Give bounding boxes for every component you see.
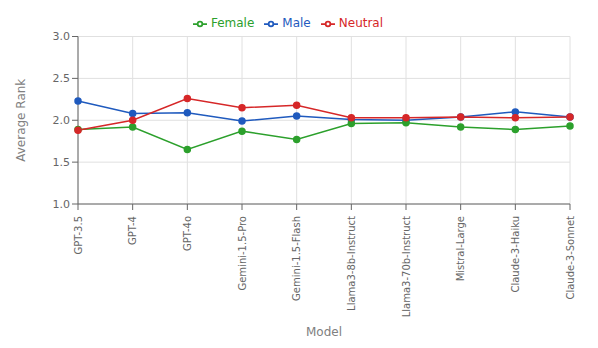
svg-text:GPT-4: GPT-4 [127,216,138,245]
svg-text:Mistral-Large: Mistral-Large [455,216,466,281]
svg-text:3.0: 3.0 [53,30,71,43]
svg-text:GPT-4o: GPT-4o [182,216,193,251]
svg-text:Gemini-1.5-Flash: Gemini-1.5-Flash [291,216,302,301]
html-text:Neutral: Neutral [338,16,384,30]
svg-text:Llama3-8b-Instruct: Llama3-8b-Instruct [346,216,357,311]
svg-text:2.0: 2.0 [53,114,71,127]
svg-text:Model: Model [306,325,342,339]
svg-text:Average Rank: Average Rank [14,79,28,162]
svg-text:2.5: 2.5 [53,72,71,85]
svg-text:Gemini-1.5-Pro: Gemini-1.5-Pro [237,216,248,291]
html-text:Male: Male [282,16,311,30]
svg-text:1.0: 1.0 [53,198,71,211]
svg-text:Llama3-70b-Instruct: Llama3-70b-Instruct [401,216,412,317]
html-text:Female: Female [210,16,255,30]
svg-text:Claude-3-Sonnet: Claude-3-Sonnet [565,216,576,300]
svg-text:Claude-3-Haiku: Claude-3-Haiku [510,216,521,293]
svg-text:GPT-3.5: GPT-3.5 [73,216,84,254]
svg-text:1.5: 1.5 [53,156,71,169]
